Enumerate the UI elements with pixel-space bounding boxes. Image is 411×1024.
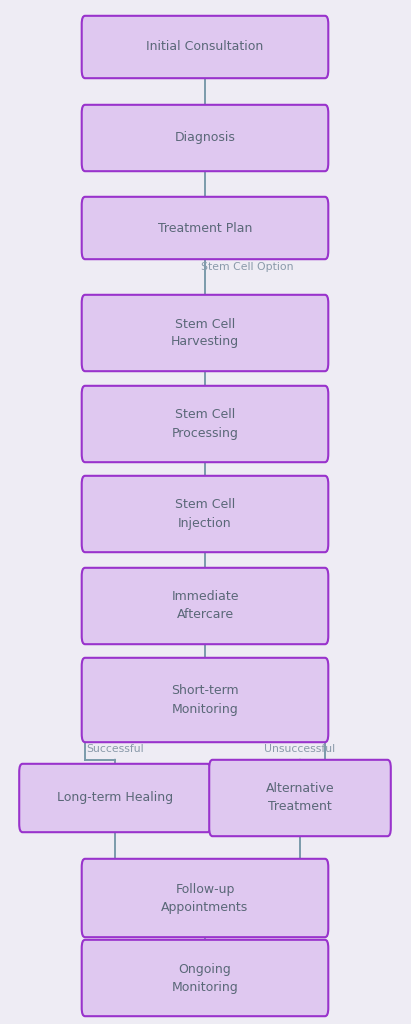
FancyBboxPatch shape [82,295,328,371]
Text: Initial Consultation: Initial Consultation [146,41,263,53]
FancyBboxPatch shape [82,15,328,78]
Text: Follow-up
Appointments: Follow-up Appointments [162,883,249,913]
FancyBboxPatch shape [82,197,328,259]
FancyBboxPatch shape [82,476,328,552]
Text: Treatment Plan: Treatment Plan [158,221,252,234]
FancyBboxPatch shape [19,764,211,833]
FancyBboxPatch shape [82,657,328,742]
FancyBboxPatch shape [209,760,391,837]
FancyBboxPatch shape [82,859,328,937]
Text: Diagnosis: Diagnosis [175,131,236,144]
Text: Stem Cell Option: Stem Cell Option [201,262,293,272]
Text: Immediate
Aftercare: Immediate Aftercare [171,591,239,622]
Text: Successful: Successful [86,744,144,755]
Text: Long-term Healing: Long-term Healing [57,792,173,805]
FancyBboxPatch shape [82,386,328,462]
Text: Unsuccessful: Unsuccessful [264,744,335,755]
Text: Alternative
Treatment: Alternative Treatment [266,782,334,813]
FancyBboxPatch shape [82,104,328,171]
Text: Stem Cell
Injection: Stem Cell Injection [175,499,235,529]
Text: Stem Cell
Harvesting: Stem Cell Harvesting [171,317,239,348]
Text: Short-term
Monitoring: Short-term Monitoring [171,684,239,716]
Text: Ongoing
Monitoring: Ongoing Monitoring [172,963,238,993]
Text: Stem Cell
Processing: Stem Cell Processing [171,409,238,439]
FancyBboxPatch shape [82,567,328,644]
FancyBboxPatch shape [82,940,328,1016]
